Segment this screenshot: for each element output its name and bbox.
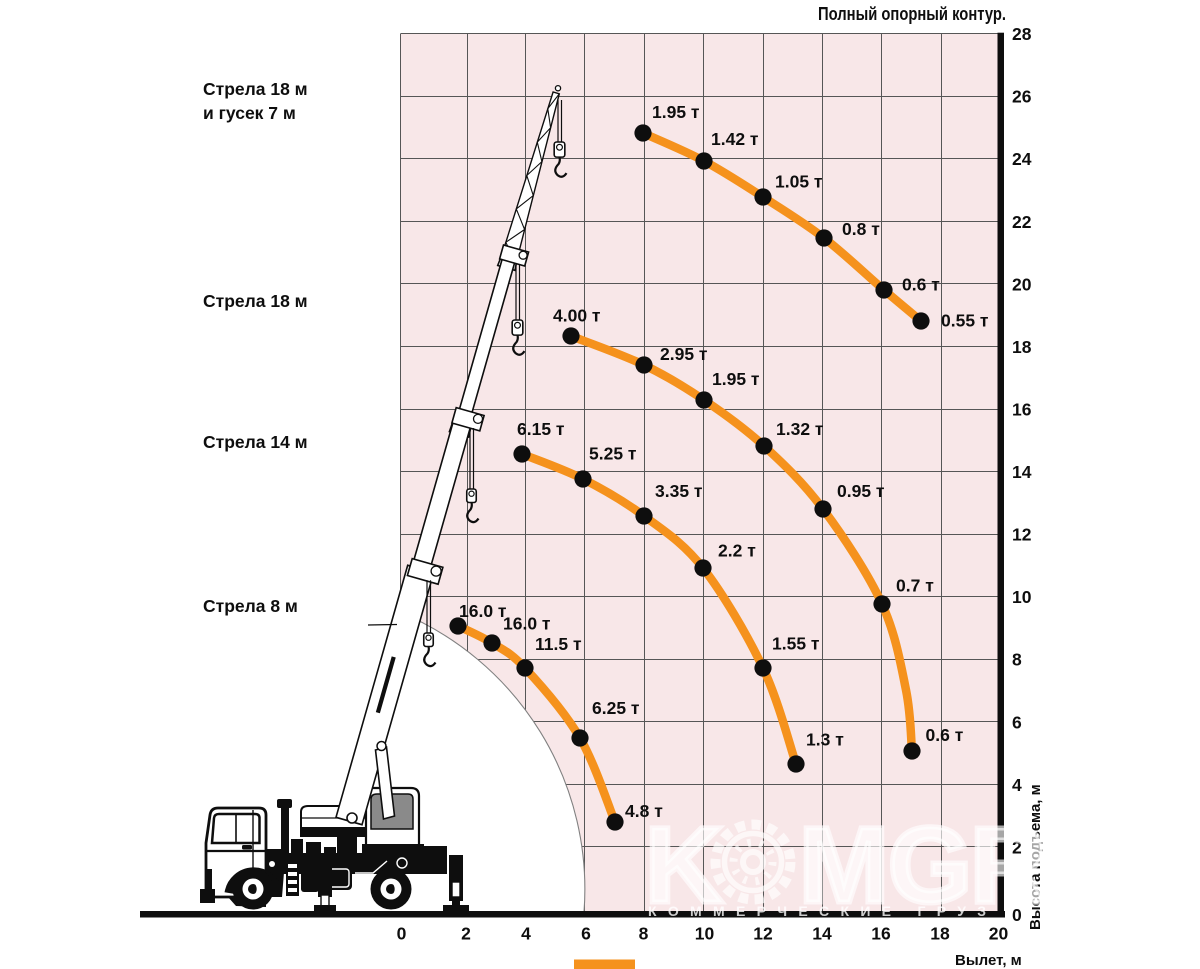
svg-text:20: 20 <box>989 924 1009 944</box>
svg-text:1.55 т: 1.55 т <box>772 634 820 654</box>
svg-text:18: 18 <box>1012 337 1032 357</box>
svg-text:Вылет, м: Вылет, м <box>955 952 1022 969</box>
svg-text:3.35 т: 3.35 т <box>655 481 703 501</box>
svg-text:18: 18 <box>930 924 950 944</box>
svg-text:16.0 т: 16.0 т <box>459 601 507 621</box>
svg-text:16: 16 <box>871 924 891 944</box>
svg-text:и гусек 7 м: и гусек 7 м <box>203 103 296 123</box>
svg-text:2.2 т: 2.2 т <box>718 541 756 561</box>
svg-text:6.15 т: 6.15 т <box>517 419 565 439</box>
svg-text:0.6 т: 0.6 т <box>902 275 940 295</box>
svg-text:0: 0 <box>1012 905 1022 925</box>
svg-text:22: 22 <box>1012 212 1032 232</box>
svg-text:5.25 т: 5.25 т <box>589 444 637 464</box>
svg-text:20: 20 <box>1012 274 1032 294</box>
svg-text:Стрела 14 м: Стрела 14 м <box>203 432 308 452</box>
svg-text:Стрела 8 м: Стрела 8 м <box>203 596 298 616</box>
svg-text:0.6 т: 0.6 т <box>926 725 964 745</box>
svg-text:10: 10 <box>1012 587 1032 607</box>
svg-text:12: 12 <box>1012 525 1032 545</box>
svg-text:0.8 т: 0.8 т <box>842 219 880 239</box>
svg-text:14: 14 <box>1012 462 1032 482</box>
svg-text:11.5 т: 11.5 т <box>535 634 582 654</box>
svg-text:Высота подъема, м: Высота подъема, м <box>1027 784 1044 930</box>
svg-text:2: 2 <box>1012 837 1022 857</box>
svg-text:4.00 т: 4.00 т <box>553 306 601 326</box>
svg-text:G: G <box>888 804 972 925</box>
svg-text:16: 16 <box>1012 400 1032 420</box>
svg-text:Стрела 18 м: Стрела 18 м <box>203 79 308 99</box>
svg-text:4: 4 <box>521 924 531 944</box>
svg-text:28: 28 <box>1012 24 1032 44</box>
svg-text:Полный опорный контур.: Полный опорный контур. <box>818 4 1006 24</box>
svg-text:16.0 т: 16.0 т <box>503 614 551 634</box>
svg-text:24: 24 <box>1012 149 1032 169</box>
svg-text:1.95 т: 1.95 т <box>652 102 700 122</box>
svg-text:10: 10 <box>695 924 715 944</box>
svg-text:6: 6 <box>1012 712 1022 732</box>
svg-text:0.55 т: 0.55 т <box>941 311 989 331</box>
svg-text:R: R <box>970 804 1048 925</box>
svg-text:0.95 т: 0.95 т <box>837 481 885 501</box>
svg-text:6: 6 <box>581 924 591 944</box>
svg-text:1.42 т: 1.42 т <box>711 129 759 149</box>
svg-text:6.25 т: 6.25 т <box>592 698 640 718</box>
svg-text:0: 0 <box>397 924 407 944</box>
svg-text:4.8 т: 4.8 т <box>625 801 663 821</box>
svg-text:0.7 т: 0.7 т <box>896 576 934 596</box>
svg-text:M: M <box>799 804 889 925</box>
svg-text:1.05 т: 1.05 т <box>775 172 823 192</box>
svg-text:14: 14 <box>812 924 832 944</box>
svg-text:2: 2 <box>461 924 471 944</box>
svg-text:Стрела 18 м: Стрела 18 м <box>203 291 308 311</box>
svg-text:4: 4 <box>1012 775 1022 795</box>
svg-text:8: 8 <box>639 924 649 944</box>
svg-text:12: 12 <box>753 924 773 944</box>
svg-text:8: 8 <box>1012 650 1022 670</box>
svg-text:1.95 т: 1.95 т <box>712 369 760 389</box>
svg-text:2.95 т: 2.95 т <box>660 344 708 364</box>
svg-text:1.3 т: 1.3 т <box>806 730 844 750</box>
svg-text:26: 26 <box>1012 87 1032 107</box>
svg-text:1.32 т: 1.32 т <box>776 419 824 439</box>
